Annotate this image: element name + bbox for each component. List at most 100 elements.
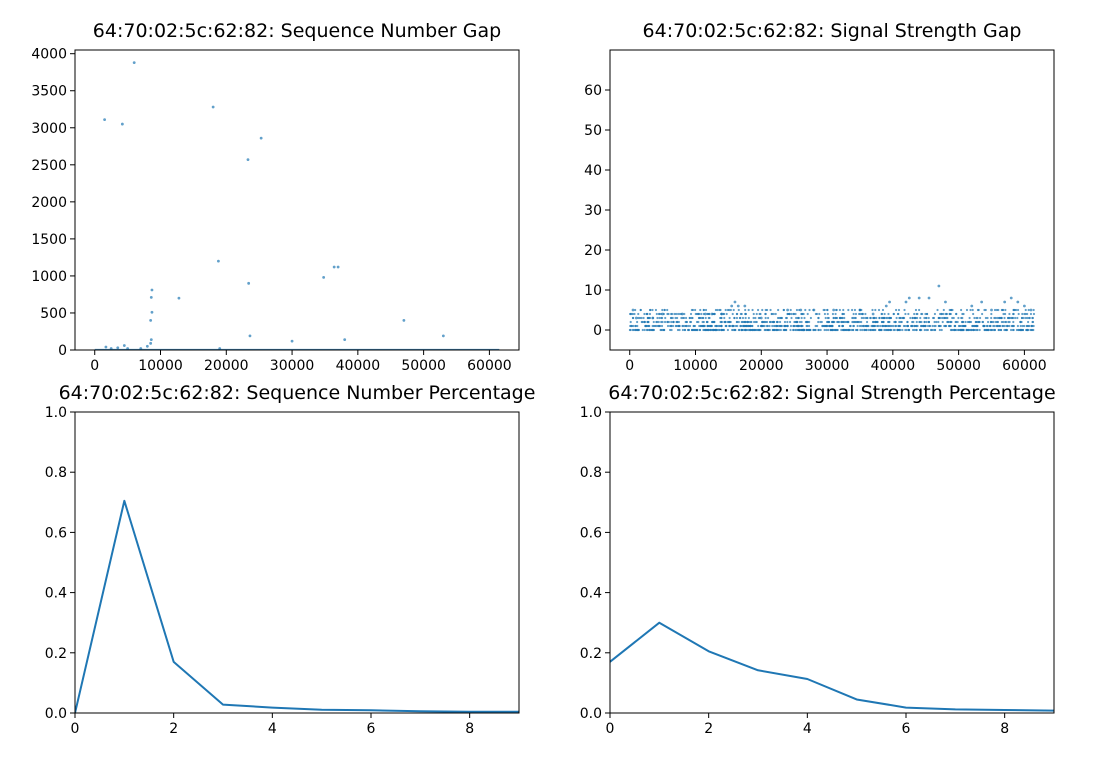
data-point [809, 316, 812, 320]
x-tick-label: 6 [367, 721, 376, 737]
data-point [769, 320, 772, 324]
data-point [793, 320, 796, 324]
data-point [770, 312, 774, 316]
data-point [993, 308, 997, 312]
data-point [658, 316, 661, 320]
data-point [746, 320, 749, 324]
data-point [681, 328, 684, 332]
x-tick-label: 40000 [336, 358, 381, 374]
data-point [697, 312, 701, 316]
data-point [1007, 320, 1010, 324]
data-point [744, 308, 747, 312]
data-point [834, 316, 837, 320]
x-tick-label: 0 [625, 358, 634, 374]
y-tick-label: 0 [58, 343, 67, 359]
data-point [657, 324, 660, 328]
data-point [737, 320, 740, 324]
data-point [824, 316, 827, 320]
data-point [913, 328, 916, 332]
data-point [1009, 296, 1013, 300]
x-tick-label: 50000 [936, 358, 981, 374]
data-point [971, 308, 974, 312]
plot-area [610, 621, 1054, 712]
data-point [726, 320, 729, 324]
data-point [667, 312, 670, 316]
data-point [720, 312, 724, 316]
y-tick-label: 500 [40, 306, 67, 322]
data-point [976, 316, 979, 320]
data-point [812, 328, 815, 332]
data-point [867, 324, 870, 328]
data-point [952, 316, 955, 320]
data-point [989, 324, 992, 328]
data-point [984, 316, 987, 320]
data-point [652, 320, 655, 324]
data-point [634, 308, 637, 312]
data-point [871, 308, 874, 312]
data-point [666, 324, 670, 328]
data-point [883, 312, 886, 316]
data-point [794, 328, 797, 332]
chart-title: 64:70:02:5c:62:82: Signal Strength Gap [643, 20, 1022, 42]
data-point [806, 312, 809, 316]
data-point [795, 308, 799, 312]
data-point [688, 316, 692, 320]
data-point [402, 318, 406, 322]
data-point [799, 324, 803, 328]
data-point [869, 328, 872, 332]
data-point [674, 316, 677, 320]
data-point [794, 324, 798, 328]
y-tick-label: 3000 [31, 121, 67, 137]
data-point [754, 328, 757, 332]
data-point [929, 328, 933, 332]
subplot-1: 64:70:02:5c:62:82: Sequence Number Gap 0 1… [31, 20, 520, 374]
data-point [1026, 312, 1029, 316]
data-point [880, 312, 883, 316]
data-point [790, 312, 793, 316]
data-point [247, 281, 251, 285]
data-point [698, 328, 702, 332]
data-point [998, 324, 1001, 328]
data-point [750, 320, 753, 324]
data-point [850, 308, 854, 312]
data-point [322, 276, 326, 279]
data-point [931, 316, 935, 320]
data-point [702, 328, 705, 332]
data-point [823, 324, 826, 328]
data-point [814, 324, 817, 328]
data-point [1009, 328, 1013, 332]
data-point [861, 312, 864, 316]
data-point [941, 320, 944, 324]
data-point [771, 328, 775, 332]
data-point [783, 320, 787, 324]
plot-area [94, 61, 500, 350]
data-point [677, 320, 681, 324]
data-point [805, 324, 808, 328]
data-point [660, 320, 663, 324]
data-point [956, 320, 959, 324]
data-point [724, 320, 727, 324]
data-point [918, 308, 921, 312]
data-point [948, 312, 951, 316]
data-point [758, 328, 761, 332]
data-point [826, 324, 829, 328]
data-point [757, 316, 760, 320]
data-point [664, 316, 667, 320]
data-point [1025, 328, 1028, 332]
data-point [632, 324, 635, 328]
data-point [887, 312, 890, 316]
data-point [831, 312, 835, 316]
data-point [933, 328, 936, 332]
data-point [638, 316, 641, 320]
data-point [825, 328, 828, 332]
data-point [957, 316, 960, 320]
data-point [1002, 312, 1005, 316]
data-point [700, 312, 703, 316]
data-point [947, 320, 950, 324]
data-point [149, 296, 153, 299]
x-tick-label: 50000 [401, 358, 446, 374]
data-point [657, 320, 660, 324]
data-point [651, 308, 654, 312]
data-point [832, 316, 836, 320]
data-point [752, 312, 755, 316]
